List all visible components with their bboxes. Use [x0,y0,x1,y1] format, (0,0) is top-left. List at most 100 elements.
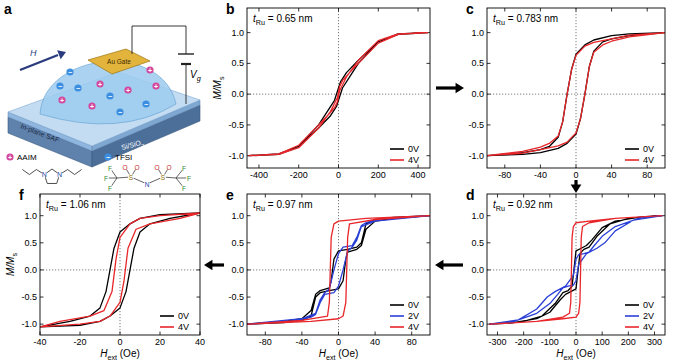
atom: O [166,164,171,171]
loop-line [247,216,430,324]
atom: S [161,174,166,181]
ion-sign: + [126,87,130,94]
y-tick-label: -1.0 [468,319,484,329]
flow-arrows [204,83,581,271]
y-tick-label: 0.5 [471,58,484,68]
y-tick [247,63,251,64]
figure: aIn-plane SAFSi/SiO2+−+−+−+−+−+−Au GateV… [0,0,681,364]
cation [96,80,103,87]
y-tick [662,324,666,325]
atom: F [104,175,108,182]
legend-swatch [390,304,404,306]
x-tick [411,194,412,198]
ion-sign: − [144,101,148,108]
field-arrow-head [57,50,66,59]
y-tick [247,32,251,33]
x-tick-label: 0 [336,170,341,180]
y-tick-label: 1.0 [24,211,37,221]
x-tick [258,8,259,12]
zero-line [338,194,339,335]
text-part: = 1.06 nm [58,199,106,210]
series-group [490,216,663,324]
y-tick [662,94,666,95]
x-tick [504,8,505,12]
x-tick [80,332,81,336]
x-tick [602,332,603,336]
text-part: = 0.783 nm [505,13,558,24]
loop-line [40,213,200,327]
ion-sign: − [58,83,62,90]
x-tick-label: 200 [371,170,386,180]
panel-label: b [226,1,235,17]
legend-label: 4V [408,322,419,332]
y-axis-label: M/Ms [5,253,19,276]
atom: F [182,185,186,192]
flow-arrow-head [204,260,212,271]
ion-sign: − [118,109,122,116]
atom-bg [107,165,113,171]
x-tick-label: 80 [642,170,652,180]
text-part: s [217,76,226,80]
x-tick [120,332,121,336]
cation [146,66,153,73]
y-tick [427,94,431,95]
atom-bg [160,174,166,180]
ion-sign: − [68,69,72,76]
wire [186,64,187,104]
x-tick-label: 40 [370,337,380,347]
legend-swatch [625,159,639,161]
y-tick [427,63,431,64]
x-tick [338,194,339,198]
atom-bg [181,165,187,171]
y-tick [197,324,201,325]
legend-swatch [390,159,404,161]
plot-frame [247,8,430,168]
atom-bg [144,181,150,187]
x-tick [540,165,541,169]
atom: F [108,185,112,192]
x-tick [160,194,161,198]
x-tick [338,165,339,169]
y-tick-label: 0.0 [231,89,244,99]
x-tick-label: -40 [534,170,547,180]
y-tick-label: -0.5 [21,292,37,302]
x-tick-label: 20 [155,337,165,347]
y-tick [487,32,491,33]
ion-sign: − [108,93,112,100]
y-tick [197,215,201,216]
x-tick [647,8,648,12]
x-tick-label: 200 [621,337,636,347]
field-label: H [30,48,37,58]
y-tick [40,215,44,216]
x-tick-label: 0 [573,337,578,347]
ion-sign: + [148,67,152,74]
atom-bg [166,164,172,170]
atom-bg [41,172,47,178]
legend-swatch [390,326,404,328]
y-tick-label: 0.0 [471,265,484,275]
x-tick [549,194,550,198]
legend-label: 4V [643,322,654,332]
y-tick-label: 1.0 [471,28,484,38]
legend-label: 2V [408,311,419,321]
plot-frame [40,194,200,335]
x-tick [298,165,299,169]
ion-sign: − [106,154,110,161]
loop-line [490,216,663,324]
cation-icon [6,153,13,160]
plot-frame [487,8,665,168]
series-group [40,213,200,327]
series-group [249,33,428,156]
legend-swatch [625,326,639,328]
atom: S [129,174,134,181]
loop-line [487,33,665,156]
x-tick [301,332,302,336]
x-axis-label: Hext (Oe) [319,348,359,362]
text-part: ext [563,353,573,362]
flow-arrow [211,263,224,266]
loop-line [249,33,428,156]
y-tick-label: -0.5 [228,292,244,302]
loop-line [40,213,200,327]
x-tick [378,8,379,12]
x-tick [628,332,629,336]
